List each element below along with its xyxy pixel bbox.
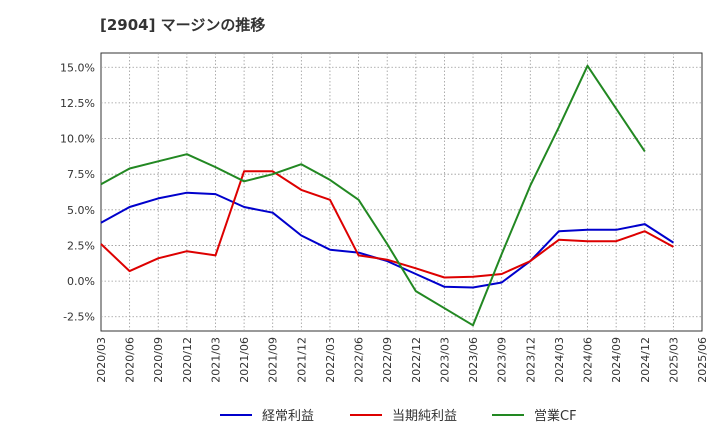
series-line-2 (100, 170, 674, 279)
series-line-3 (100, 64, 646, 327)
y-tick-label: 5.0% (67, 204, 95, 217)
y-tick-label: 7.5% (67, 168, 95, 181)
x-tick-label: 2022/12 (410, 337, 423, 383)
x-axis-ticks: 2020/03 2020/06 2020/09 2020/12 2021/03 2021/… (95, 337, 709, 383)
x-tick-label: 2021/09 (267, 337, 280, 383)
y-tick-label: 10.0% (60, 133, 95, 146)
x-tick-label: 2020/06 (124, 337, 137, 383)
x-tick-label: 2025/03 (667, 337, 680, 383)
x-tick-label: 2021/06 (238, 337, 251, 383)
legend: 経常利益 当期純利益 営業CF (220, 408, 577, 424)
x-tick-label: 2023/03 (438, 337, 451, 383)
x-tick-label: 2020/12 (181, 337, 194, 383)
grid-lines (101, 53, 702, 331)
x-tick-label: 2020/03 (95, 337, 108, 383)
series-lines (100, 64, 674, 327)
y-tick-label: 0.0% (67, 275, 95, 288)
y-tick-label: 12.5% (60, 97, 95, 110)
y-tick-label: 15.0% (60, 61, 95, 74)
x-tick-label: 2021/03 (209, 337, 222, 383)
x-tick-label: 2024/12 (639, 337, 652, 383)
x-tick-label: 2024/06 (582, 337, 595, 383)
series-line-1 (100, 191, 674, 289)
legend-label-1: 経常利益 (262, 409, 314, 424)
x-tick-label: 2022/06 (353, 337, 366, 383)
x-tick-label: 2022/09 (381, 337, 394, 383)
x-tick-label: 2021/12 (295, 337, 308, 383)
x-tick-label: 2020/09 (152, 337, 165, 383)
x-tick-label: 2023/09 (496, 337, 509, 383)
plot-area (100, 52, 703, 332)
y-tick-label: 2.5% (67, 239, 95, 252)
x-tick-label: 2023/12 (524, 337, 537, 383)
chart-title: [2904] マージンの推移 (100, 16, 266, 34)
x-tick-label: 2023/06 (467, 337, 480, 383)
x-tick-label: 2022/03 (324, 337, 337, 383)
x-tick-label: 2024/09 (610, 337, 623, 383)
legend-label-3: 営業CF (534, 408, 577, 424)
legend-label-2: 当期純利益 (392, 409, 457, 424)
x-tick-label: 2025/06 (696, 337, 709, 383)
x-tick-label: 2024/03 (553, 337, 566, 383)
y-axis-ticks: -2.5% 0.0% 2.5% 5.0% 7.5% 10.0% 12.5% 15.0% (60, 61, 95, 323)
y-tick-label: -2.5% (63, 311, 95, 324)
